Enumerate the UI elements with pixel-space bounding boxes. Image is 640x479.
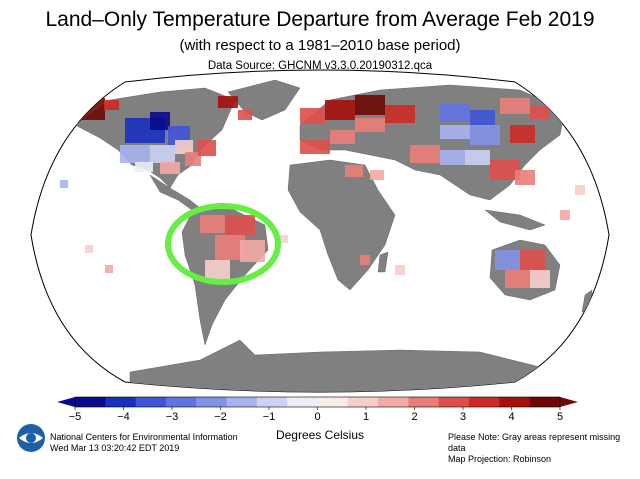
colorbar-bin [75, 397, 106, 407]
anomaly-cell [490, 160, 520, 180]
colorbar-bin [408, 397, 440, 407]
anomaly-cell [505, 270, 530, 288]
anomaly-cell [560, 210, 570, 220]
anomaly-cell [280, 235, 288, 243]
anomaly-cell [135, 162, 153, 172]
colorbar-tick-label: 0 [314, 411, 320, 423]
anomaly-cell [150, 112, 170, 130]
anomaly-cell [510, 125, 535, 143]
anomaly-cell [325, 100, 355, 120]
anomaly-cell [385, 105, 415, 123]
anomaly-cell [205, 260, 230, 280]
missing-data-note: Please Note: Gray areas represent missin… [448, 432, 621, 453]
anomaly-cell [495, 250, 520, 270]
projection-note: Map Projection: Robinson [448, 454, 552, 464]
colorbar-bin [347, 397, 379, 407]
anomaly-cell [530, 105, 550, 119]
anomaly-cell [240, 240, 265, 262]
anomaly-cell [238, 110, 252, 120]
timestamp: Wed Mar 13 03:20:42 EDT 2019 [50, 443, 180, 453]
anomaly-cell [500, 98, 530, 114]
anomaly-cells [60, 95, 585, 288]
colorbar-label: Degrees Celsius [275, 428, 365, 442]
anomaly-cell [300, 140, 330, 154]
colorbar-bin [438, 397, 470, 407]
colorbar-tick-label: −1 [263, 411, 276, 423]
anomaly-cell [198, 140, 216, 156]
colorbar-bin [105, 397, 137, 407]
anomaly-cell [470, 110, 495, 125]
anomaly-cell [470, 125, 500, 145]
anomaly-cell [85, 245, 93, 253]
anomaly-cell [200, 215, 225, 233]
org-name: National Centers for Environmental Infor… [50, 432, 238, 442]
anomaly-cell [225, 215, 255, 235]
anomaly-cell [160, 162, 180, 174]
colorbar-bin [317, 397, 349, 407]
anomaly-cell [120, 145, 150, 163]
anomaly-cell [395, 265, 405, 275]
colorbar-bin [378, 397, 409, 407]
footer-right: Please Note: Gray areas represent missin… [448, 432, 640, 465]
colorbar-tick-label: 4 [508, 411, 514, 423]
anomaly-cell [175, 140, 193, 154]
highlight-ellipse [165, 203, 281, 285]
anomaly-cell [440, 125, 470, 139]
colorbar-tick-label: −5 [69, 411, 82, 423]
colorbar-tick-label: 3 [460, 411, 466, 423]
antarctica [129, 339, 561, 392]
colorbar-bin [287, 397, 318, 407]
anomaly-cell [105, 265, 113, 273]
anomaly-cell [355, 95, 385, 115]
anomaly-cell [370, 170, 384, 180]
anomaly-cell [360, 255, 370, 265]
colorbar-tick-label: −4 [117, 411, 130, 423]
colorbar: −5 −4 −3 −2 −1 0 1 2 3 4 5 [57, 396, 578, 423]
colorbar-bin [226, 397, 258, 407]
colorbar-tick-label: 2 [411, 411, 417, 423]
anomaly-cell [575, 185, 585, 195]
anomaly-cell [465, 150, 490, 165]
colorbar-bin [499, 397, 531, 407]
indonesia [484, 209, 546, 231]
colorbar-tick-label: −3 [166, 411, 179, 423]
anomaly-cell [440, 104, 470, 122]
anomaly-cell [355, 118, 385, 132]
colorbar-tick-label: 1 [363, 411, 369, 423]
anomaly-cell [218, 96, 238, 108]
anomaly-cell [80, 98, 105, 120]
anomaly-cell [515, 170, 535, 185]
colorbar-bin [469, 397, 500, 407]
anomaly-cell [60, 180, 68, 188]
noaa-logo [17, 424, 45, 452]
anomaly-cell [185, 152, 201, 166]
colorbar-bin [529, 397, 561, 407]
anomaly-cell [410, 145, 440, 163]
data-source: Data Source: GHCNM v3.3.0.20190312.qca [207, 60, 433, 72]
anomaly-cell [440, 150, 465, 165]
colorbar-tick-label: 5 [557, 411, 563, 423]
anomaly-cell [530, 270, 550, 288]
anomaly-cell [300, 108, 325, 124]
colorbar-bin [135, 397, 167, 407]
colorbar-bin [256, 397, 288, 407]
anomaly-cell [150, 145, 175, 163]
map-subtitle: (with respect to a 1981–2010 base period… [179, 37, 461, 54]
colorbar-bin [196, 397, 228, 407]
footer-left: National Centers for Environmental Infor… [50, 432, 238, 454]
colorbar-max-arrow [560, 397, 578, 407]
anomaly-cell [330, 130, 355, 144]
anomaly-cell [345, 165, 363, 177]
colorbar-bin [165, 397, 197, 407]
colorbar-tick-label: −2 [214, 411, 227, 423]
anomaly-cell [104, 100, 119, 110]
colorbar-min-arrow [57, 397, 75, 407]
madagascar [377, 251, 389, 273]
map-title: Land–Only Temperature Departure from Ave… [45, 8, 595, 31]
